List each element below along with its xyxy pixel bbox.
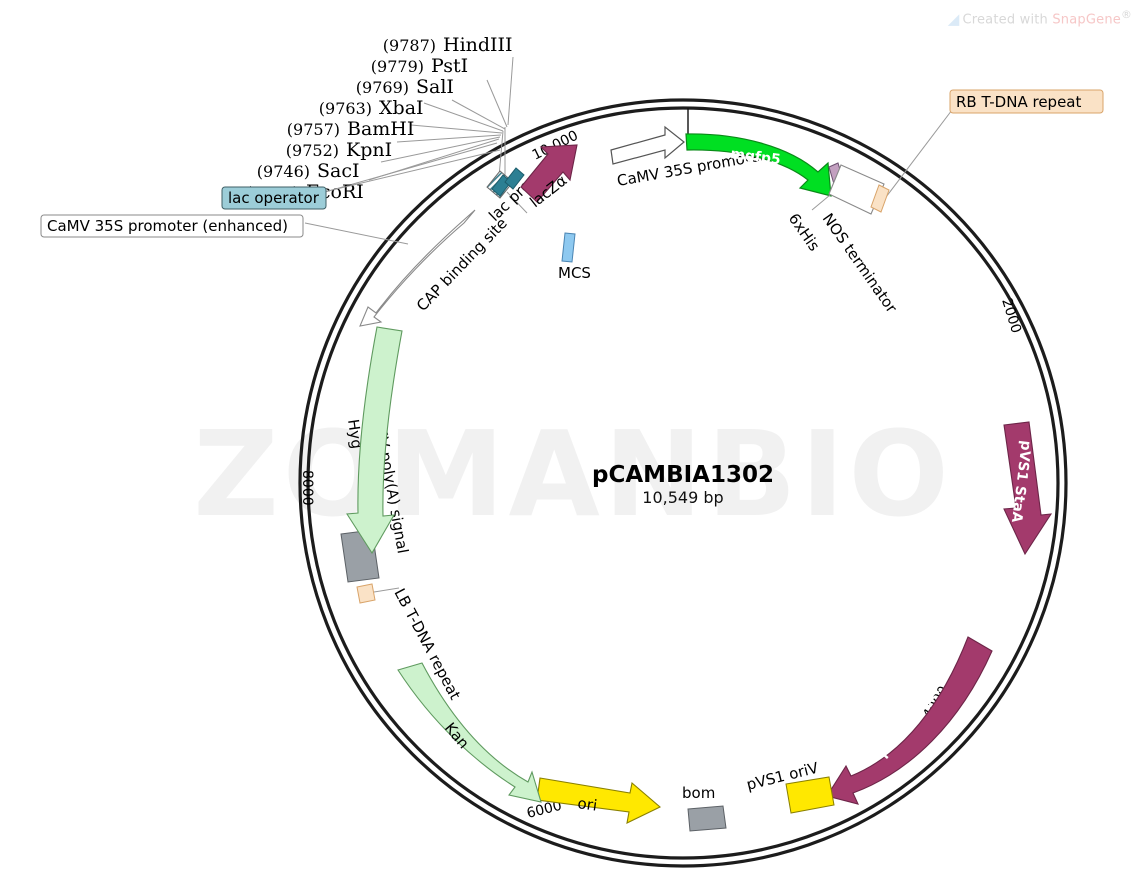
enzyme-name: KpnI bbox=[346, 139, 392, 161]
feature-label: Hyg bbox=[344, 418, 366, 450]
plasmid-title: pCAMBIA1302 bbox=[592, 462, 774, 488]
enzyme-name: SalI bbox=[416, 76, 454, 98]
feature-label: mgfp5 bbox=[730, 146, 782, 168]
credit-registered-mark: ® bbox=[1120, 8, 1132, 21]
enzyme-row-saci: (9746) SacI bbox=[257, 160, 360, 182]
feature-lac-operator-boxes[interactable] bbox=[491, 167, 525, 197]
feature-lacz-alpha[interactable]: lacZα bbox=[520, 144, 578, 211]
enzyme-name: PstI bbox=[431, 55, 468, 77]
enzyme-row-sali: (9769) SalI bbox=[356, 76, 454, 98]
zomanbio-watermark: ZOMANBIO bbox=[193, 405, 953, 543]
credit-prefix: Created with bbox=[962, 12, 1053, 28]
enzyme-row-hindiii: (9787) HindIII bbox=[383, 34, 513, 56]
callout-camv-35s-enhanced[interactable]: CaMV 35S promoter (enhanced) bbox=[40, 214, 409, 245]
enzyme-position: (9763) bbox=[319, 99, 372, 118]
feature-label: bom bbox=[682, 784, 715, 802]
callout-label: RB T-DNA repeat bbox=[956, 93, 1081, 111]
enzyme-row-xbai: (9763) XbaI bbox=[319, 97, 424, 119]
callout-label: CaMV 35S promoter (enhanced) bbox=[47, 217, 288, 235]
enzyme-name: HindIII bbox=[443, 34, 513, 56]
feature-bom[interactable]: bom bbox=[682, 784, 727, 832]
enzyme-name: BamHI bbox=[347, 118, 414, 140]
feature-kan[interactable]: Kan bbox=[397, 662, 542, 803]
feature-mcs[interactable]: MCS bbox=[558, 232, 591, 282]
enzyme-position: (9757) bbox=[287, 120, 340, 139]
feature-label: CAP binding site bbox=[413, 214, 511, 314]
tick-label: 8000 bbox=[299, 470, 315, 506]
feature-pvs1-oriv[interactable]: pVS1 oriV bbox=[745, 758, 835, 814]
enzyme-position: (9746) bbox=[257, 162, 310, 181]
enzyme-list: (9787) HindIII (9779) PstI (9769) SalI (… bbox=[246, 34, 513, 203]
feature-hyg[interactable]: Hyg bbox=[344, 326, 403, 555]
feature-ori[interactable]: ori bbox=[536, 777, 661, 824]
callout-lac-operator[interactable]: lac operator bbox=[221, 149, 501, 210]
feature-rb-tdna-marker[interactable] bbox=[870, 184, 890, 213]
enzyme-position: (9769) bbox=[356, 78, 409, 97]
snapgene-logo-icon: ◢ bbox=[947, 10, 960, 29]
feature-label: ori bbox=[576, 794, 598, 815]
tick-8000: 8000 bbox=[299, 470, 315, 506]
enzyme-row-kpni: (9752) KpnI bbox=[286, 139, 392, 161]
plasmid-backbone bbox=[298, 98, 1068, 868]
feature-mgfp5[interactable]: mgfp5 bbox=[685, 133, 832, 197]
callout-rb-tdna-repeat[interactable]: RB T-DNA repeat bbox=[879, 89, 1104, 206]
callout-label: lac operator bbox=[228, 189, 320, 207]
feature-pvs1-staa[interactable]: pVS1 StaA bbox=[1003, 421, 1053, 556]
feature-pvs1-repa[interactable]: pVS1 RepA bbox=[826, 636, 993, 805]
feature-nos-terminator[interactable]: NOS terminator bbox=[819, 164, 901, 317]
plasmid-size: 10,549 bp bbox=[642, 488, 723, 507]
enzyme-position: (9787) bbox=[383, 36, 436, 55]
snapgene-credit: ◢ Created with SnapGene® bbox=[947, 8, 1132, 29]
feature-label: 6xHis bbox=[785, 210, 824, 255]
credit-product-name: SnapGene bbox=[1052, 12, 1121, 28]
enzyme-name: SacI bbox=[317, 160, 360, 182]
feature-cap-binding-site[interactable]: CAP binding site bbox=[359, 209, 511, 327]
feature-label: NOS terminator bbox=[819, 210, 901, 317]
enzyme-name: XbaI bbox=[379, 97, 424, 119]
enzyme-row-bamhi: (9757) BamHI bbox=[287, 118, 415, 140]
enzyme-position: (9779) bbox=[371, 57, 424, 76]
enzyme-row-psti: (9779) PstI bbox=[371, 55, 468, 77]
feature-label: MCS bbox=[558, 264, 591, 282]
enzyme-position: (9752) bbox=[286, 141, 339, 160]
